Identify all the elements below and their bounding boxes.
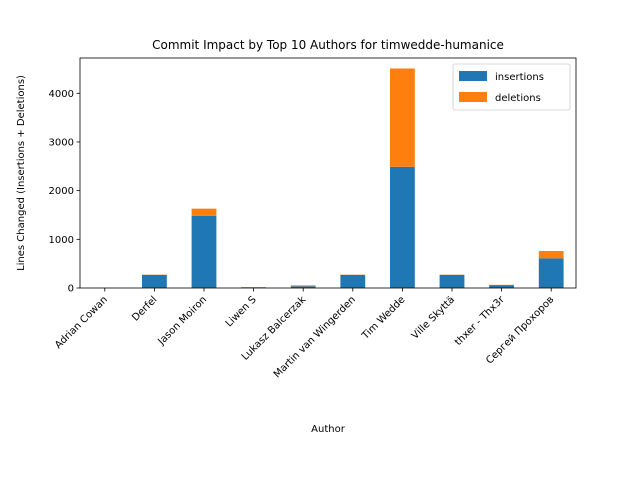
y-axis-label: Lines Changed (Insertions + Deletions) [16,75,27,271]
y-tick-label-1: 1000 [49,235,74,246]
bar-insertions-8 [489,285,514,288]
legend: insertions deletions [452,63,571,111]
x-axis-label: Author [311,424,346,435]
bar-insertions-5 [340,274,366,288]
bar-insertions-4 [290,286,316,288]
bar-insertions-6 [390,166,415,288]
y-tick-label-0: 0 [68,284,74,295]
y-tick-label-2: 2000 [49,186,74,197]
legend-label-deletions: deletions [495,93,541,104]
legend-label-insertions: insertions [495,72,544,83]
bar-deletions-6 [390,68,415,167]
legend-swatch-deletions [459,92,487,102]
bar-insertions-2 [191,215,217,288]
bar-insertions-7 [439,274,465,288]
bar-insertions-9 [538,258,564,288]
bar-deletions-2 [191,208,217,216]
y-tick-label-4: 4000 [49,89,74,100]
chart-title: Commit Impact by Top 10 Authors for timw… [152,38,504,52]
axes-frame [79,57,577,289]
bar-insertions-1 [142,274,167,288]
bar-deletions-9 [538,251,564,259]
y-tick-label-3: 3000 [49,137,74,148]
bar-deletions-4 [290,285,316,287]
legend-swatch-insertions [459,71,487,81]
